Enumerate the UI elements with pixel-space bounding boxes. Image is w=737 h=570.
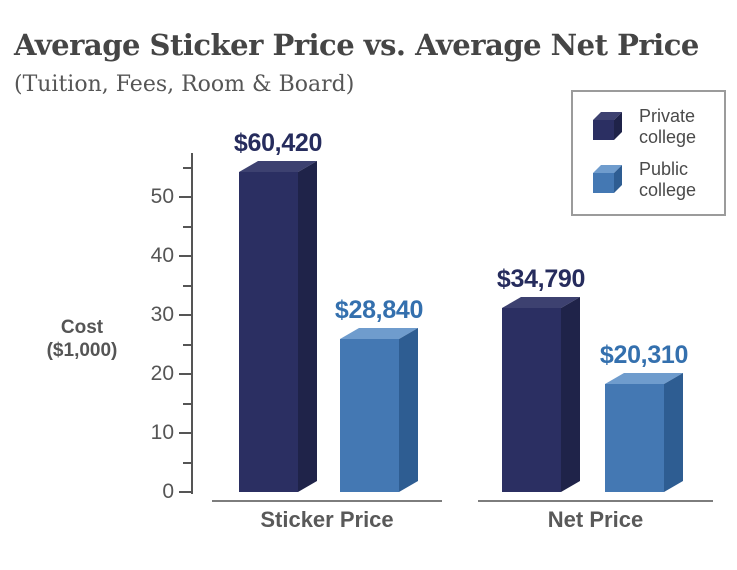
y-minor-tick xyxy=(183,226,192,228)
y-axis-title: Cost ($1,000) xyxy=(26,316,138,362)
legend: Private college Public college xyxy=(571,90,726,216)
y-tick-label: 10 xyxy=(150,421,174,444)
y-major-tick xyxy=(179,432,192,434)
y-major-tick xyxy=(179,314,192,316)
legend-item-public: Public college xyxy=(593,159,724,201)
private-college-swatch-icon xyxy=(593,112,623,141)
bar-sticker-price-public xyxy=(340,328,418,492)
bar-sticker-price-private xyxy=(239,161,317,492)
bar-value-label: $20,310 xyxy=(599,341,689,369)
y-tick-label: 30 xyxy=(150,303,174,326)
y-tick-label: 50 xyxy=(150,185,174,208)
y-minor-tick xyxy=(183,403,192,405)
category-label-net-price: Net Price xyxy=(547,507,644,532)
y-major-tick xyxy=(179,373,192,375)
bar-net-price-public xyxy=(605,373,683,492)
y-tick-label: 20 xyxy=(150,362,174,385)
bar-value-label: $34,790 xyxy=(496,265,586,293)
y-tick-label: 40 xyxy=(150,244,174,267)
y-major-tick xyxy=(179,491,192,493)
legend-cube-face xyxy=(593,112,622,140)
bar-value-label: $28,840 xyxy=(334,296,424,324)
legend-label-private: Private college xyxy=(639,105,697,147)
legend-item-private: Private college xyxy=(593,106,724,148)
legend-label-public: Public college xyxy=(639,158,697,200)
bar-value-label: $60,420 xyxy=(233,129,323,157)
y-axis-line xyxy=(191,153,193,494)
y-axis-title-line2: ($1,000) xyxy=(46,340,118,361)
category-label-sticker-price: Sticker Price xyxy=(260,507,394,532)
y-minor-tick xyxy=(183,344,192,346)
y-minor-tick xyxy=(183,285,192,287)
legend-cube-face xyxy=(593,165,622,193)
public-college-swatch-icon xyxy=(593,165,623,194)
y-major-tick xyxy=(179,255,192,257)
bar-net-price-private xyxy=(502,297,580,492)
y-minor-tick xyxy=(183,462,192,464)
x-baseline-sticker-price xyxy=(212,500,442,502)
y-axis-title-line1: Cost xyxy=(60,317,104,338)
y-major-tick xyxy=(179,196,192,198)
chart-title: Average Sticker Price vs. Average Net Pr… xyxy=(14,28,699,62)
x-baseline-net-price xyxy=(478,500,713,502)
y-minor-tick xyxy=(183,167,192,169)
chart-subtitle: (Tuition, Fees, Room & Board) xyxy=(14,72,355,97)
y-tick-label: 0 xyxy=(162,480,174,503)
